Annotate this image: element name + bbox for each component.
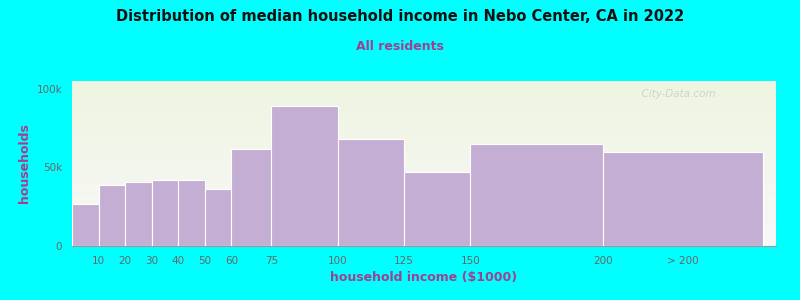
Bar: [470, 144, 603, 246]
X-axis label: household income ($1000): household income ($1000): [330, 271, 518, 284]
Bar: [404, 172, 470, 246]
Text: Distribution of median household income in Nebo Center, CA in 2022: Distribution of median household income …: [116, 9, 684, 24]
Bar: [338, 139, 404, 246]
Bar: [205, 189, 231, 246]
Bar: [98, 185, 125, 246]
Bar: [152, 180, 178, 246]
Bar: [603, 152, 762, 246]
Text: All residents: All residents: [356, 40, 444, 53]
Bar: [231, 148, 271, 246]
Bar: [271, 106, 338, 246]
Y-axis label: households: households: [18, 124, 31, 203]
Bar: [125, 182, 152, 246]
Bar: [72, 204, 98, 246]
Text: City-Data.com: City-Data.com: [635, 89, 716, 99]
Bar: [178, 180, 205, 246]
